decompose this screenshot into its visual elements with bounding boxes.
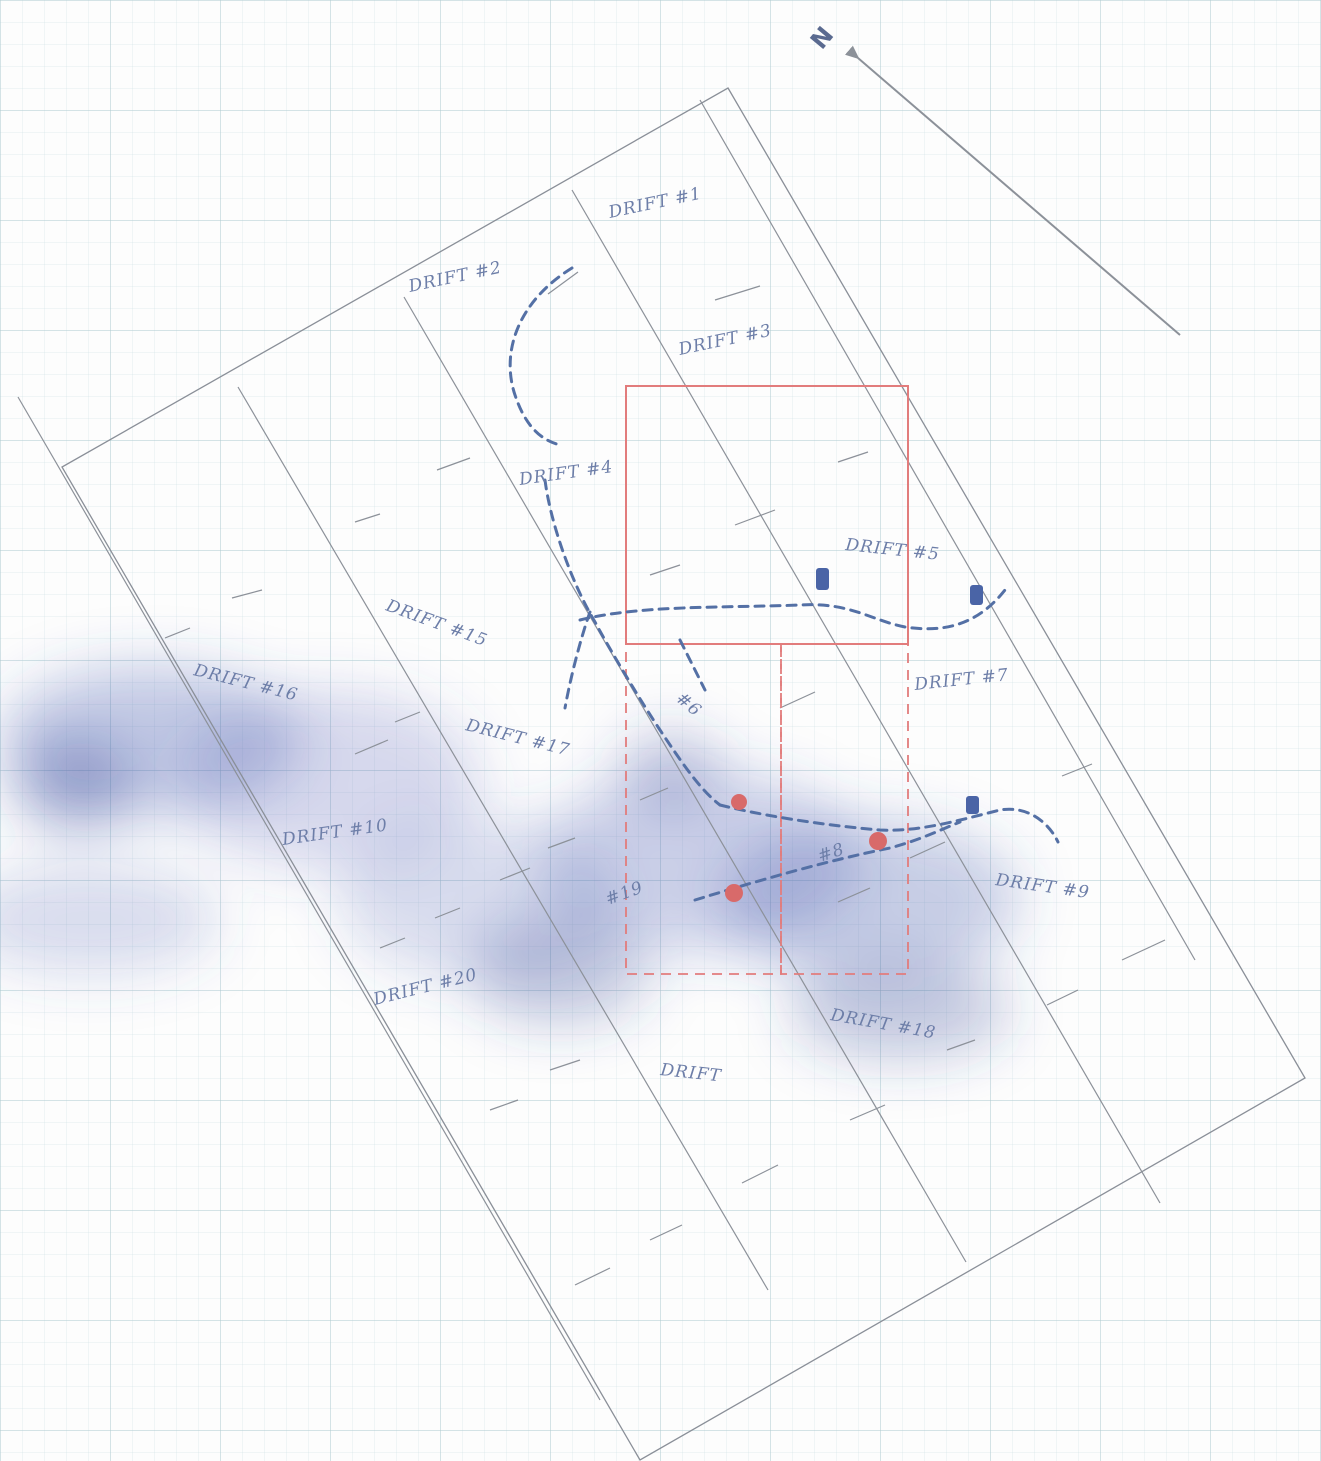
anomaly-blob [720, 820, 1020, 980]
drift-label: DRIFT #1 [606, 184, 704, 223]
drift-label: #6 [672, 689, 706, 722]
drift-lines [17, 99, 1196, 1401]
anomaly-blob [470, 915, 650, 1025]
survey-trail-north [508, 266, 574, 447]
anomaly-blob [0, 865, 220, 975]
anomaly-blob [15, 740, 135, 830]
drift-label: DRIFT #3 [676, 321, 774, 360]
survey-box-dashed-left [625, 643, 782, 975]
survey-trail-west [563, 610, 592, 710]
marker-blue [816, 568, 829, 590]
survey-trail-south [718, 803, 1060, 844]
anomaly-blob [180, 690, 480, 870]
markers [725, 568, 983, 902]
survey-trail-stub [678, 638, 707, 692]
survey-trail-cross [693, 820, 962, 902]
survey-trail-center [543, 478, 722, 807]
north-arrow: N [805, 21, 1181, 336]
drift-label: DRIFT [658, 1060, 723, 1086]
drift-label: DRIFT #15 [382, 596, 490, 652]
drift-label: DRIFT #7 [912, 665, 1009, 695]
survey-boxes [625, 385, 909, 975]
survey-box-solid [625, 385, 909, 645]
north-arrow-icon [844, 45, 1181, 336]
drift-label: DRIFT #4 [517, 457, 615, 490]
drift-label: DRIFT #5 [843, 535, 940, 565]
survey-trails [508, 266, 1060, 902]
marker-red [725, 884, 743, 902]
anomaly-blob [620, 730, 720, 810]
claim-boundary [61, 87, 1306, 1461]
survey-trail-east [578, 588, 1007, 631]
north-label: N [805, 21, 839, 54]
survey-box-dashed-right [780, 643, 909, 975]
anomaly-blob [790, 960, 1010, 1060]
marker-red [869, 832, 887, 850]
marker-red [731, 794, 747, 810]
drift-label: DRIFT #17 [463, 715, 572, 760]
marker-blue [966, 796, 979, 814]
anomaly-heatmap [0, 665, 1020, 1060]
marker-blue [970, 585, 983, 605]
